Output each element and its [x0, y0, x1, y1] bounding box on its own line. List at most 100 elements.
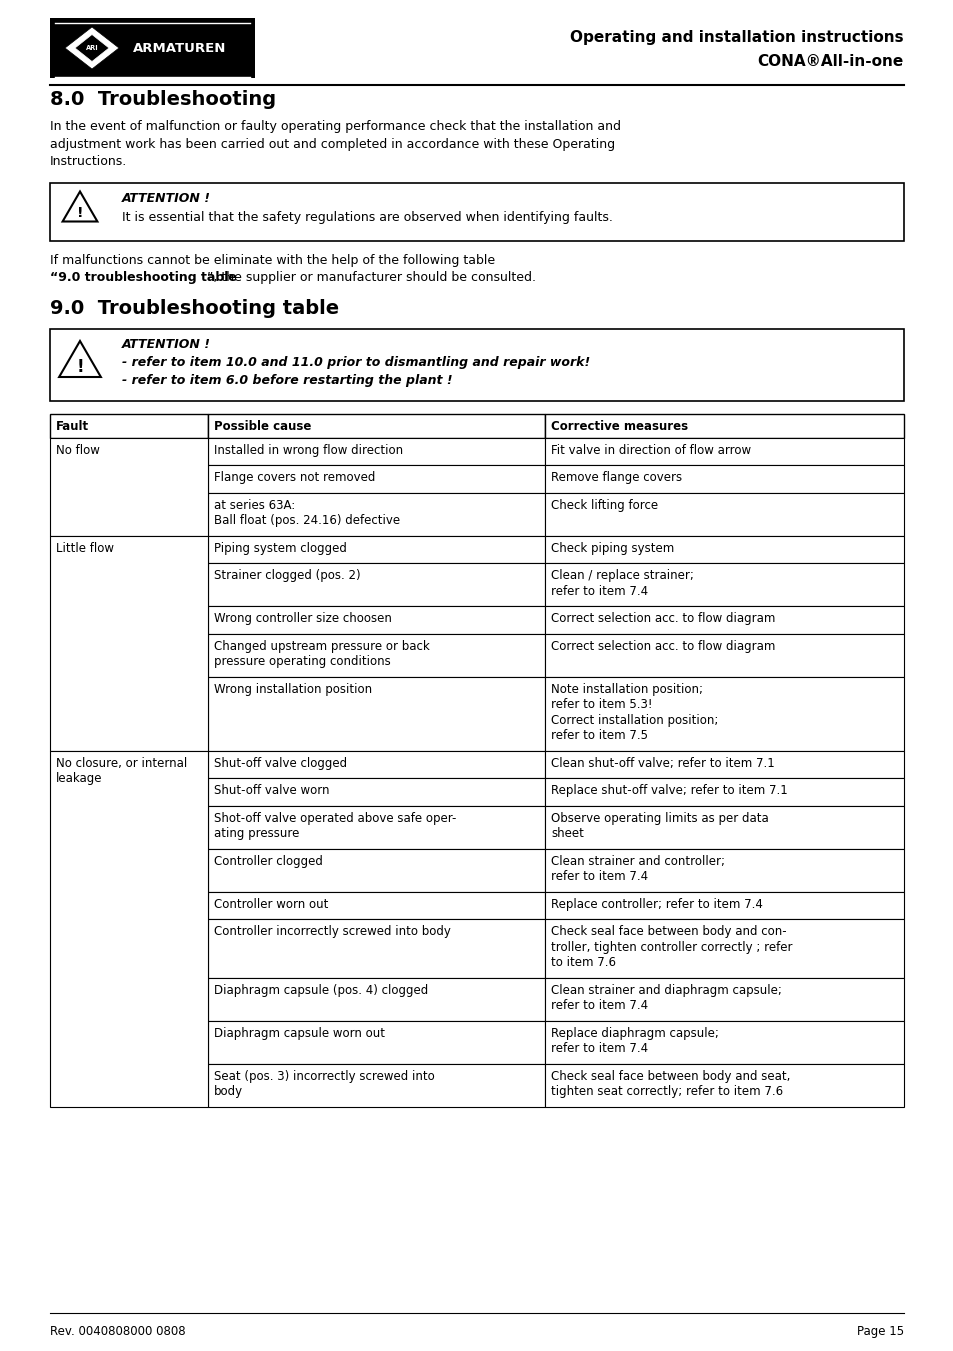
Text: troller, tighten controller correctly ; refer: troller, tighten controller correctly ; …	[551, 940, 792, 954]
Text: Shot-off valve operated above safe oper-: Shot-off valve operated above safe oper-	[213, 812, 456, 824]
Bar	[50, 751, 208, 1106]
Bar	[208, 805, 545, 848]
Text: - refer to item 6.0 before restarting the plant !: - refer to item 6.0 before restarting th…	[122, 374, 452, 386]
Bar	[50, 18, 254, 78]
Text: Diaphragm capsule (pos. 4) clogged: Diaphragm capsule (pos. 4) clogged	[213, 984, 428, 997]
Bar	[545, 465, 903, 493]
Bar	[50, 438, 208, 535]
Text: - refer to item 10.0 and 11.0 prior to dismantling and repair work!: - refer to item 10.0 and 11.0 prior to d…	[122, 357, 590, 369]
Text: refer to item 5.3!: refer to item 5.3!	[551, 698, 652, 711]
Text: refer to item 7.4: refer to item 7.4	[551, 998, 648, 1012]
Text: Strainer clogged (pos. 2): Strainer clogged (pos. 2)	[213, 569, 360, 582]
Bar	[208, 778, 545, 805]
Bar	[208, 465, 545, 493]
Text: Ball float (pos. 24.16) defective: Ball float (pos. 24.16) defective	[213, 513, 399, 527]
Text: Check lifting force: Check lifting force	[551, 499, 658, 512]
Polygon shape	[63, 192, 97, 222]
Text: Page 15: Page 15	[856, 1325, 903, 1337]
Text: Shut-off valve clogged: Shut-off valve clogged	[213, 757, 347, 770]
Bar	[545, 805, 903, 848]
Bar	[545, 778, 903, 805]
Text: No flow: No flow	[56, 443, 100, 457]
Bar	[545, 1020, 903, 1063]
Text: !: !	[76, 207, 83, 220]
Text: Correct selection acc. to flow diagram: Correct selection acc. to flow diagram	[551, 639, 775, 653]
Bar	[545, 978, 903, 1020]
Text: Controller clogged: Controller clogged	[213, 854, 322, 867]
Text: to item 7.6: to item 7.6	[551, 957, 616, 969]
Bar	[208, 1020, 545, 1063]
Bar	[208, 634, 545, 677]
Text: sheet: sheet	[551, 827, 583, 840]
Text: tighten seat correctly; refer to item 7.6: tighten seat correctly; refer to item 7.…	[551, 1085, 782, 1098]
Text: ating pressure: ating pressure	[213, 827, 299, 840]
Bar	[208, 413, 545, 438]
Text: refer to item 7.4: refer to item 7.4	[551, 870, 648, 884]
Text: Note installation position;: Note installation position;	[551, 682, 702, 696]
Text: Diaphragm capsule worn out: Diaphragm capsule worn out	[213, 1027, 385, 1039]
Bar	[545, 751, 903, 778]
Bar	[208, 563, 545, 607]
Text: 9.0  Troubleshooting table: 9.0 Troubleshooting table	[50, 299, 338, 317]
Bar	[50, 330, 903, 401]
Text: If malfunctions cannot be eliminate with the help of the following table: If malfunctions cannot be eliminate with…	[50, 254, 495, 266]
Text: Clean shut-off valve; refer to item 7.1: Clean shut-off valve; refer to item 7.1	[551, 757, 774, 770]
Text: Wrong installation position: Wrong installation position	[213, 682, 372, 696]
Text: Flange covers not removed: Flange covers not removed	[213, 471, 375, 484]
Text: Observe operating limits as per data: Observe operating limits as per data	[551, 812, 768, 824]
Bar	[208, 535, 545, 563]
Polygon shape	[65, 27, 119, 69]
Bar	[208, 1063, 545, 1106]
Text: Clean strainer and diaphragm capsule;: Clean strainer and diaphragm capsule;	[551, 984, 781, 997]
Text: refer to item 7.4: refer to item 7.4	[551, 1042, 648, 1055]
Text: adjustment work has been carried out and completed in accordance with these Oper: adjustment work has been carried out and…	[50, 138, 615, 150]
Bar	[208, 438, 545, 465]
Text: Replace shut-off valve; refer to item 7.1: Replace shut-off valve; refer to item 7.…	[551, 784, 787, 797]
Bar	[545, 919, 903, 978]
Text: Check piping system: Check piping system	[551, 542, 674, 554]
Text: ”, the supplier or manufacturer should be consulted.: ”, the supplier or manufacturer should b…	[207, 272, 536, 284]
Text: Instructions.: Instructions.	[50, 155, 127, 168]
Text: “9.0 troubleshooting table: “9.0 troubleshooting table	[50, 272, 236, 284]
Text: Little flow: Little flow	[56, 542, 113, 554]
Text: Clean / replace strainer;: Clean / replace strainer;	[551, 569, 694, 582]
Text: No closure, or internal: No closure, or internal	[56, 757, 187, 770]
Text: !: !	[76, 358, 84, 376]
Text: Corrective measures: Corrective measures	[551, 420, 688, 434]
Bar	[208, 493, 545, 535]
Text: In the event of malfunction or faulty operating performance check that the insta: In the event of malfunction or faulty op…	[50, 120, 620, 132]
Text: Fault: Fault	[56, 420, 89, 434]
Text: Correct selection acc. to flow diagram: Correct selection acc. to flow diagram	[551, 612, 775, 626]
Text: Check seal face between body and seat,: Check seal face between body and seat,	[551, 1070, 790, 1082]
Bar	[545, 438, 903, 465]
Bar	[545, 607, 903, 634]
Bar	[208, 607, 545, 634]
Bar	[545, 535, 903, 563]
Bar	[545, 677, 903, 751]
Bar	[545, 493, 903, 535]
Bar	[208, 848, 545, 892]
Text: Controller incorrectly screwed into body: Controller incorrectly screwed into body	[213, 925, 451, 938]
Bar	[208, 919, 545, 978]
Text: Controller worn out: Controller worn out	[213, 897, 328, 911]
Bar	[50, 535, 208, 751]
Text: Changed upstream pressure or back: Changed upstream pressure or back	[213, 639, 429, 653]
Bar	[545, 634, 903, 677]
Text: Replace diaphragm capsule;: Replace diaphragm capsule;	[551, 1027, 719, 1039]
Polygon shape	[75, 35, 109, 62]
Text: ARI: ARI	[86, 45, 98, 51]
Text: Replace controller; refer to item 7.4: Replace controller; refer to item 7.4	[551, 897, 762, 911]
Text: Correct installation position;: Correct installation position;	[551, 713, 718, 727]
Text: leakage: leakage	[56, 771, 102, 785]
Text: ARMATUREN: ARMATUREN	[133, 42, 227, 54]
Text: Fit valve in direction of flow arrow: Fit valve in direction of flow arrow	[551, 443, 751, 457]
Bar	[208, 751, 545, 778]
Text: Possible cause: Possible cause	[213, 420, 311, 434]
Bar	[208, 978, 545, 1020]
Text: refer to item 7.4: refer to item 7.4	[551, 585, 648, 597]
Text: It is essential that the safety regulations are observed when identifying faults: It is essential that the safety regulati…	[122, 211, 612, 223]
Bar	[208, 677, 545, 751]
Text: Shut-off valve worn: Shut-off valve worn	[213, 784, 329, 797]
Text: Operating and installation instructions: Operating and installation instructions	[570, 30, 903, 45]
Text: Piping system clogged: Piping system clogged	[213, 542, 347, 554]
